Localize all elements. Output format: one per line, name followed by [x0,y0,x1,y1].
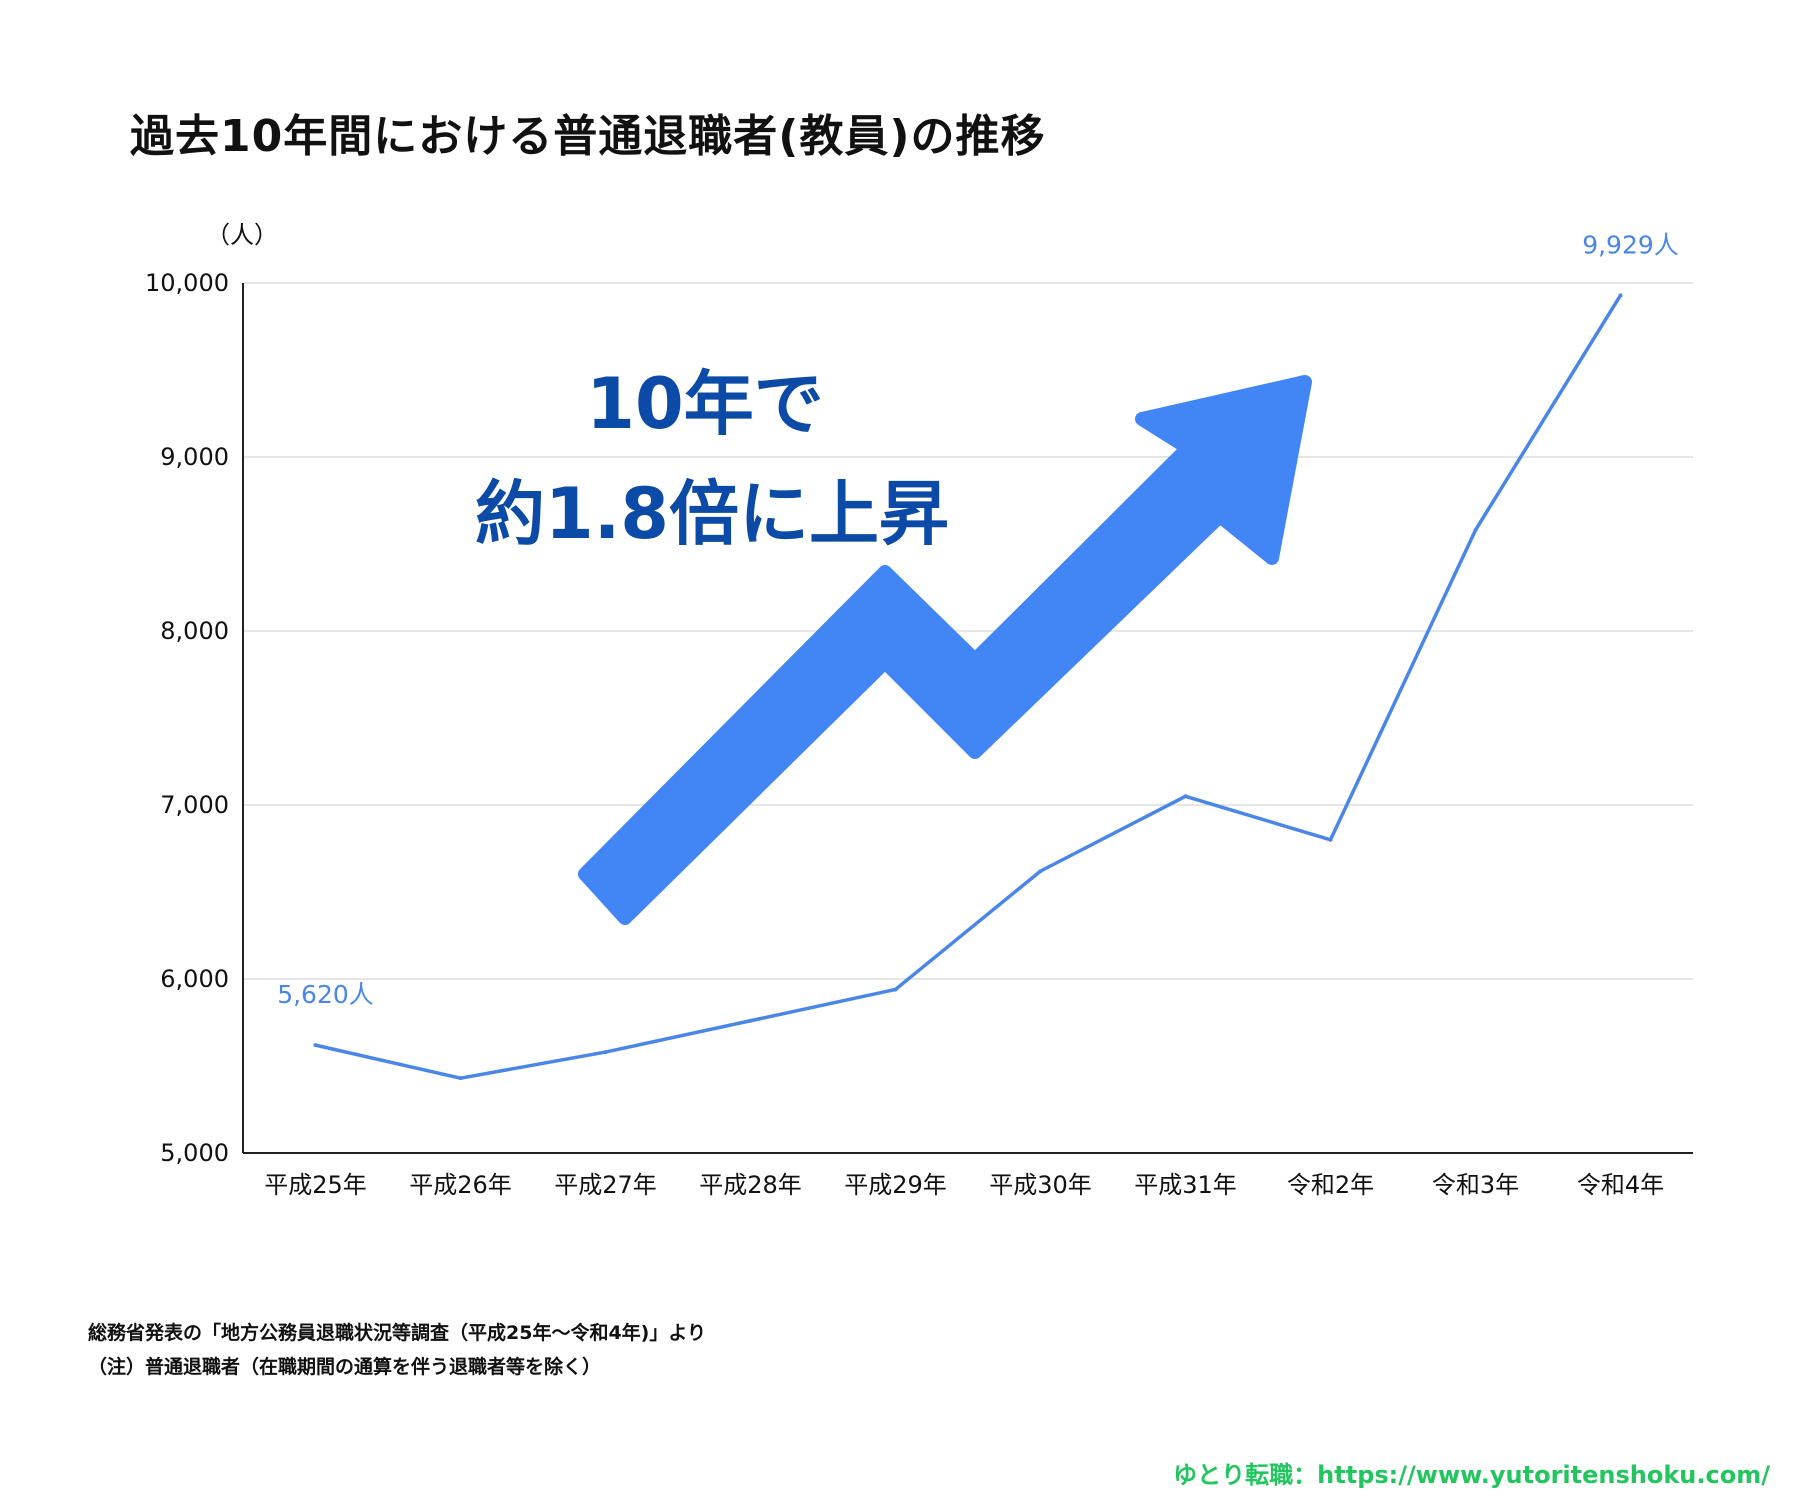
footnote: （注）普通退職者（在職期間の通算を伴う退職者等を除く） [88,1356,602,1378]
x-tick-label: 令和2年 [1287,1171,1374,1199]
y-tick-label: 7,000 [160,791,229,819]
data-point [1183,794,1188,799]
source-note: 総務省発表の「地方公務員退職状況等調査（平成25年〜令和4年)」より [88,1322,706,1344]
annotation-line-1: 10年で [586,363,823,445]
annotation-line-2: 約1.8倍に上昇 [475,473,949,555]
data-point [458,1076,463,1081]
x-tick-label: 平成31年 [1134,1171,1237,1199]
chart-title: 過去10年間における普通退職者(教員)の推移 [130,111,1046,162]
data-point [893,987,898,992]
y-axis-unit-label: （人） [206,221,278,249]
y-tick-label: 8,000 [160,617,229,645]
x-tick-label: 令和3年 [1432,1171,1519,1199]
data-label: 9,929人 [1582,230,1679,259]
x-tick-label: 平成30年 [989,1171,1092,1199]
x-tick-label: 平成25年 [264,1171,367,1199]
y-tick-label: 6,000 [160,965,229,993]
x-tick-label: 平成28年 [699,1171,802,1199]
y-tick-label: 9,000 [160,443,229,471]
data-point [313,1043,318,1048]
x-tick-label: 平成27年 [554,1171,657,1199]
data-label: 5,620人 [277,980,374,1009]
y-tick-label: 5,000 [160,1139,229,1167]
x-tick-label: 平成26年 [409,1171,512,1199]
data-point [1328,837,1333,842]
series-line [315,294,1622,1080]
x-tick-label: 平成29年 [844,1171,947,1199]
data-point [1473,528,1478,533]
y-tick-label: 10,000 [145,269,229,297]
data-point [748,1018,753,1023]
trend-arrow-icon [578,375,1312,925]
site-credit-link[interactable]: ゆとり転職：https://www.yutoritenshoku.com/ [1173,1461,1770,1489]
data-point [1038,869,1043,874]
data-point [1618,293,1623,298]
data-point [603,1050,608,1055]
x-tick-label: 令和4年 [1577,1171,1664,1199]
